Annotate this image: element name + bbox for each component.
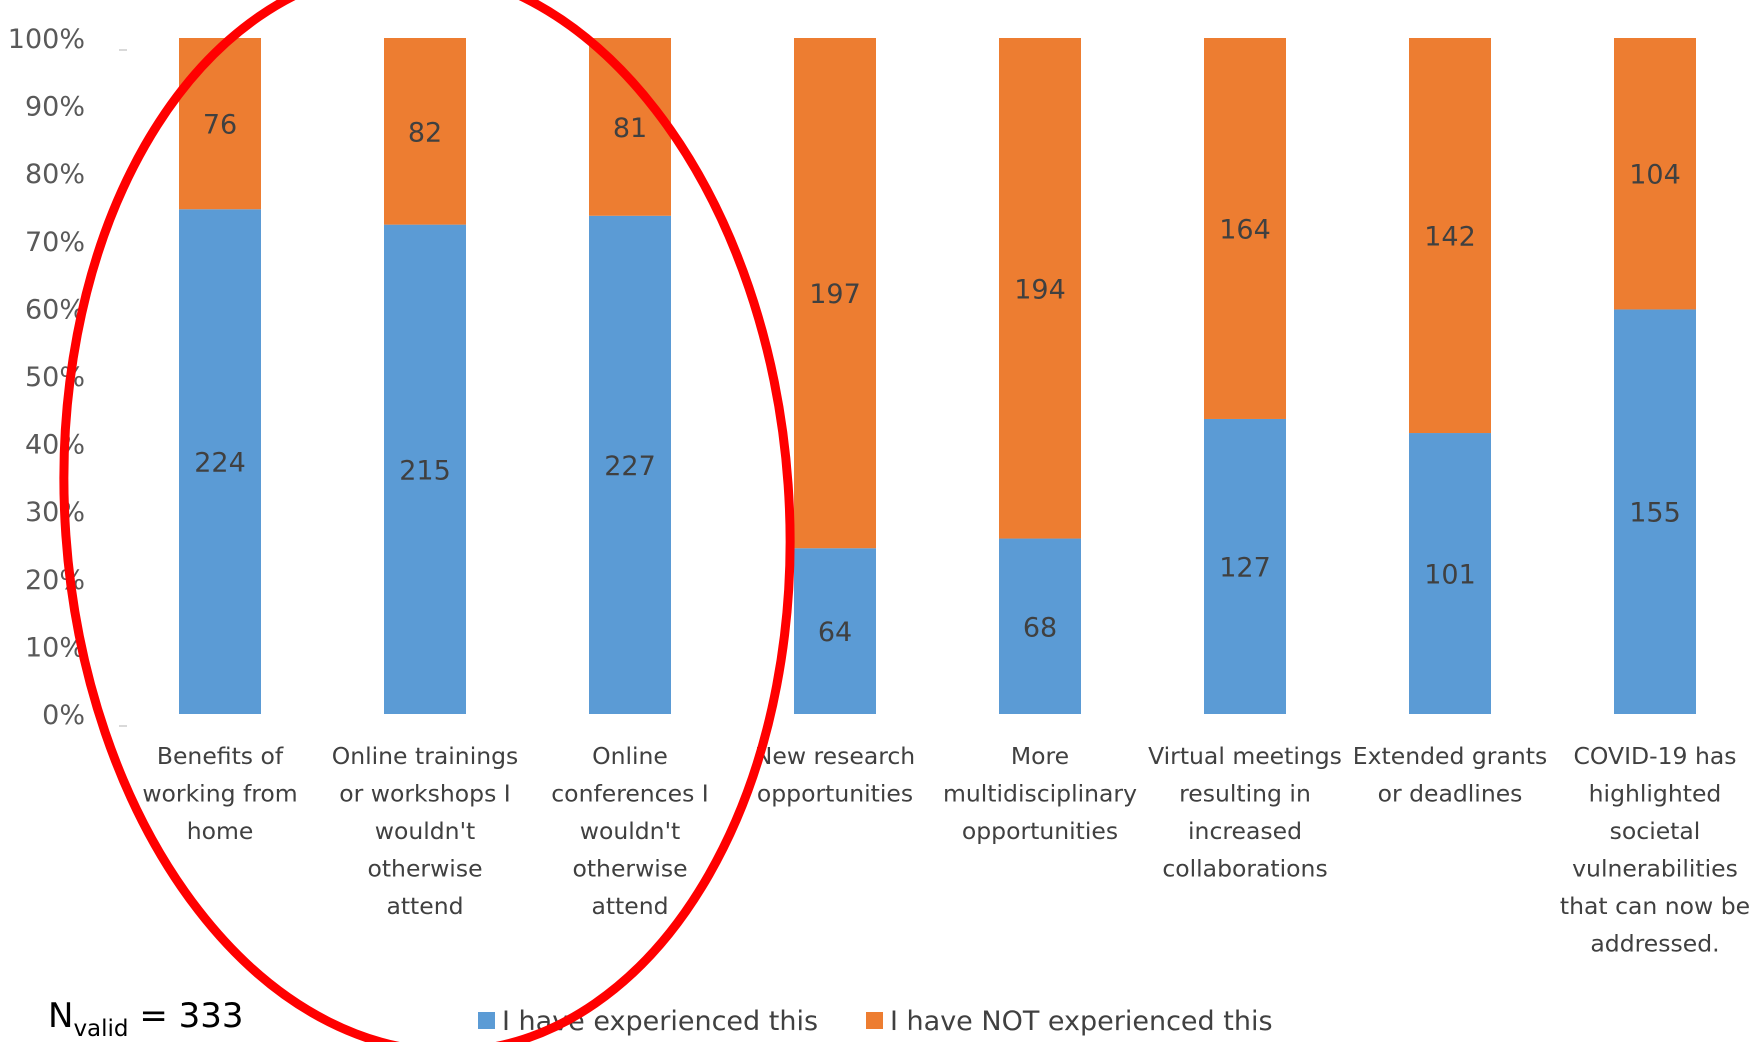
n-subscript: valid <box>73 1016 128 1042</box>
category-label-line: that can now be <box>1560 892 1750 920</box>
category-label-line: collaborations <box>1162 855 1327 883</box>
category-label-line: attend <box>591 892 668 920</box>
category-label-line: More <box>1011 742 1069 770</box>
category-label: Online trainings or workshops I wouldn't ot… <box>332 742 519 920</box>
y-axis: 0%10%20%30%40%50%60%70%80%90%100% <box>8 24 127 731</box>
category-label-line: Extended grants <box>1353 742 1547 770</box>
bar-segment-not-experienced <box>1204 38 1286 419</box>
data-label-not-experienced: 82 <box>408 117 442 148</box>
data-label-experienced: 127 <box>1219 552 1271 583</box>
bar-segment-experienced <box>1409 433 1491 714</box>
category-label-line: opportunities <box>962 817 1118 845</box>
category-label-line: Virtual meetings <box>1148 742 1342 770</box>
category-label: Virtual meetings resulting in increased col… <box>1148 742 1342 883</box>
legend-swatch <box>478 1012 495 1029</box>
y-tick-label: 80% <box>25 159 85 190</box>
legend-label: I have NOT experienced this <box>890 1006 1273 1037</box>
category-label-line: Online <box>592 742 668 770</box>
category-label: New research opportunities <box>755 742 915 808</box>
category-label-line: addressed. <box>1590 930 1719 958</box>
bar-segment-experienced <box>589 215 671 714</box>
data-label-not-experienced: 164 <box>1219 214 1271 245</box>
category-label-line: conferences I <box>551 780 708 808</box>
n-symbol: N <box>48 996 73 1036</box>
n-valid-label: Nvalid = 333 <box>48 996 244 1042</box>
data-label-experienced: 215 <box>399 455 451 486</box>
category-label-line: COVID-19 has <box>1574 742 1737 770</box>
category-label-line: wouldn't <box>580 817 681 845</box>
category-label-line: working from <box>142 780 297 808</box>
bar-segment-not-experienced <box>179 38 261 210</box>
category-label-line: Benefits of <box>157 742 284 770</box>
n-value: = 333 <box>129 996 244 1036</box>
category-label: Online conferences I wouldn't otherwise atte… <box>551 742 708 920</box>
bar-segment-experienced <box>999 538 1081 714</box>
data-label-not-experienced: 142 <box>1424 222 1476 253</box>
data-label-not-experienced: 76 <box>203 110 237 141</box>
bar-segment-not-experienced <box>384 38 466 225</box>
bar-segment-not-experienced <box>999 38 1081 539</box>
bar-segment-not-experienced <box>1614 38 1696 310</box>
bars: 224 76 215 82 227 81 64 197 68 194 127 164 101 142 155… <box>179 38 1696 715</box>
category-label-line: otherwise <box>367 855 482 883</box>
bar-segment-experienced <box>1204 418 1286 714</box>
bar-segment-experienced <box>384 224 466 715</box>
category-label: More multidisciplinary opportunities <box>943 742 1137 845</box>
highlight-ellipse <box>59 0 795 1042</box>
data-label-experienced: 68 <box>1023 612 1057 643</box>
category-label-line: or deadlines <box>1378 780 1523 808</box>
data-label-experienced: 155 <box>1629 498 1681 529</box>
bar-segment-not-experienced <box>589 38 671 216</box>
bar-segment-experienced <box>1614 309 1696 714</box>
bar-segment-not-experienced <box>794 38 876 549</box>
data-label-experienced: 101 <box>1424 560 1476 591</box>
category-label-line: Online trainings <box>332 742 519 770</box>
bar-segment-not-experienced <box>1409 38 1491 434</box>
category-label-line: vulnerabilities <box>1572 855 1738 883</box>
y-tick-label: 90% <box>25 92 85 123</box>
category-label: Extended grants or deadlines <box>1353 742 1547 808</box>
data-label-experienced: 227 <box>604 451 656 482</box>
category-label-line: opportunities <box>757 780 913 808</box>
y-tick-label: 0% <box>42 700 85 731</box>
category-label-line: attend <box>386 892 463 920</box>
data-label-experienced: 64 <box>818 617 852 648</box>
data-label-not-experienced: 197 <box>809 279 861 310</box>
data-label-not-experienced: 104 <box>1629 160 1681 191</box>
legend: I have experienced this I have NOT experi… <box>478 1006 1273 1037</box>
category-label-line: increased <box>1188 817 1302 845</box>
category-label-line: resulting in <box>1179 780 1311 808</box>
category-label-line: societal <box>1610 817 1701 845</box>
legend-swatch <box>866 1012 883 1029</box>
data-label-experienced: 224 <box>194 448 246 479</box>
y-tick-label: 70% <box>25 227 85 258</box>
category-label-line: highlighted <box>1589 780 1722 808</box>
y-tick-label: 60% <box>25 294 85 325</box>
category-label-line: multidisciplinary <box>943 780 1137 808</box>
bar-segment-experienced <box>179 209 261 714</box>
category-label-line: wouldn't <box>375 817 476 845</box>
data-label-not-experienced: 81 <box>613 113 647 144</box>
y-tick-label: 100% <box>8 24 85 55</box>
category-label-line: otherwise <box>572 855 687 883</box>
y-tick-label: 30% <box>25 497 85 528</box>
category-label-line: New research <box>755 742 915 770</box>
category-label: COVID-19 has highlighted societal vulnerabi… <box>1560 742 1750 958</box>
bar-segment-experienced <box>794 548 876 714</box>
data-label-not-experienced: 194 <box>1014 274 1066 305</box>
y-tick-label: 10% <box>25 632 85 663</box>
y-tick-label: 40% <box>25 430 85 461</box>
category-label: Benefits of working from home <box>142 742 297 845</box>
x-axis-categories: Benefits of working from home Online traini… <box>142 742 1750 958</box>
category-label-line: home <box>187 817 254 845</box>
category-label-line: or workshops I <box>339 780 510 808</box>
